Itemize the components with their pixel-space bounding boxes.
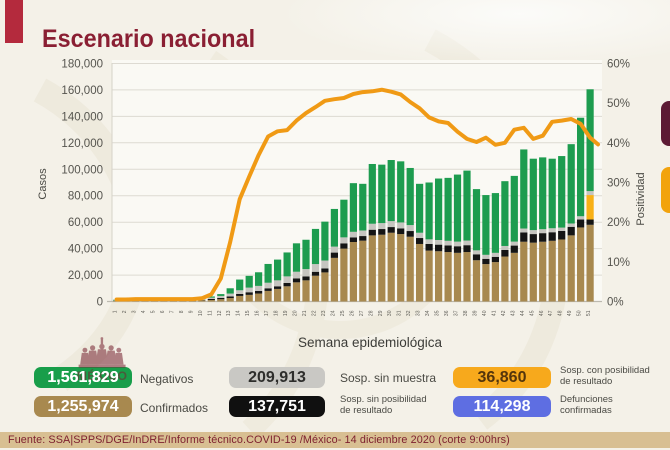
- svg-text:24: 24: [330, 310, 336, 316]
- svg-text:13: 13: [226, 310, 232, 316]
- svg-text:45: 45: [529, 310, 535, 316]
- svg-text:37: 37: [454, 310, 460, 316]
- svg-text:39: 39: [473, 310, 479, 316]
- svg-text:28: 28: [368, 310, 374, 316]
- svg-text:32: 32: [406, 310, 412, 316]
- svg-text:36: 36: [444, 310, 450, 316]
- svg-text:30: 30: [387, 310, 393, 316]
- svg-text:50%: 50%: [607, 98, 630, 110]
- svg-text:1: 1: [113, 310, 119, 313]
- svg-text:15: 15: [245, 310, 251, 316]
- svg-text:60,000: 60,000: [68, 217, 103, 229]
- svg-text:35: 35: [435, 310, 441, 316]
- svg-text:0%: 0%: [607, 297, 624, 309]
- svg-text:30%: 30%: [607, 178, 630, 190]
- svg-text:20,000: 20,000: [68, 270, 103, 282]
- svg-text:12: 12: [217, 310, 223, 316]
- svg-text:120,000: 120,000: [61, 138, 103, 150]
- svg-text:80,000: 80,000: [68, 191, 103, 203]
- svg-text:42: 42: [501, 310, 507, 316]
- svg-text:5: 5: [151, 310, 157, 313]
- svg-text:43: 43: [510, 310, 516, 316]
- svg-text:160,000: 160,000: [61, 85, 103, 97]
- svg-text:17: 17: [264, 310, 270, 316]
- svg-text:33: 33: [416, 310, 422, 316]
- svg-text:38: 38: [463, 310, 469, 316]
- svg-text:34: 34: [425, 310, 431, 316]
- svg-text:60%: 60%: [607, 59, 630, 71]
- svg-text:27: 27: [359, 310, 365, 316]
- svg-text:26: 26: [349, 310, 355, 316]
- svg-text:41: 41: [491, 310, 497, 316]
- svg-text:49: 49: [567, 310, 573, 316]
- svg-text:100,000: 100,000: [61, 164, 103, 176]
- svg-text:18: 18: [274, 310, 280, 316]
- svg-text:16: 16: [255, 310, 261, 316]
- svg-text:140,000: 140,000: [61, 111, 103, 123]
- svg-text:2: 2: [122, 310, 128, 313]
- svg-text:19: 19: [283, 310, 289, 316]
- svg-text:10%: 10%: [607, 257, 630, 269]
- svg-text:44: 44: [520, 310, 526, 316]
- svg-text:11: 11: [207, 310, 213, 315]
- svg-text:40,000: 40,000: [68, 244, 103, 256]
- svg-text:180,000: 180,000: [61, 59, 103, 71]
- svg-text:25: 25: [340, 310, 346, 316]
- svg-text:0: 0: [97, 297, 103, 309]
- svg-text:9: 9: [188, 310, 194, 313]
- svg-text:46: 46: [539, 310, 545, 316]
- svg-text:Positividad: Positividad: [635, 172, 647, 225]
- svg-text:6: 6: [160, 310, 166, 313]
- svg-text:3: 3: [132, 310, 138, 313]
- svg-text:8: 8: [179, 310, 185, 313]
- svg-text:51: 51: [586, 310, 592, 316]
- svg-text:14: 14: [236, 310, 242, 316]
- svg-text:MÉXICO: MÉXICO: [77, 368, 128, 383]
- svg-text:47: 47: [548, 310, 554, 316]
- svg-text:48: 48: [558, 310, 564, 316]
- svg-text:22: 22: [312, 310, 318, 316]
- svg-text:7: 7: [169, 310, 175, 313]
- svg-text:Casos: Casos: [37, 168, 49, 200]
- svg-text:20: 20: [293, 310, 299, 316]
- svg-text:4: 4: [141, 310, 147, 313]
- svg-text:10: 10: [198, 310, 204, 316]
- svg-text:40: 40: [482, 310, 488, 316]
- svg-text:23: 23: [321, 310, 327, 316]
- svg-text:50: 50: [577, 310, 583, 316]
- svg-text:40%: 40%: [607, 138, 630, 150]
- svg-text:29: 29: [378, 310, 384, 316]
- svg-text:21: 21: [302, 310, 308, 316]
- svg-text:20%: 20%: [607, 217, 630, 229]
- svg-text:31: 31: [397, 310, 403, 316]
